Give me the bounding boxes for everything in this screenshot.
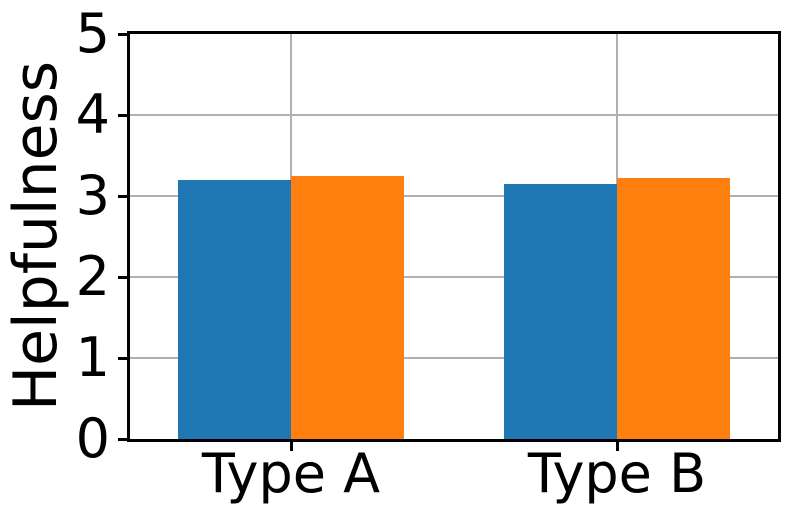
y-tick-label: 1 [75, 326, 110, 389]
x-tick-mark [289, 439, 293, 451]
y-tick-label: 2 [75, 245, 110, 308]
y-tick-mark [118, 194, 127, 198]
y-tick-mark [118, 113, 127, 117]
x-tick-label-type-b: Type B [527, 442, 707, 505]
y-tick-label: 3 [75, 164, 110, 227]
bar-blue-type-b [504, 183, 617, 439]
bar-blue-type-a [178, 179, 291, 439]
grid-line-horizontal [130, 357, 778, 359]
y-tick-mark [118, 437, 127, 441]
grid-line-horizontal [130, 195, 778, 197]
y-tick-label: 5 [75, 2, 110, 65]
bar-orange-type-b [617, 178, 730, 439]
y-tick-label: 4 [75, 83, 110, 146]
y-tick-mark [118, 356, 127, 360]
x-tick-label-type-a: Type A [201, 442, 381, 505]
y-tick-mark [118, 32, 127, 36]
bar-orange-type-a [291, 175, 404, 439]
grid-line-horizontal [130, 114, 778, 116]
y-tick-mark [118, 275, 127, 279]
grid-line-horizontal [130, 276, 778, 278]
y-tick-label: 0 [75, 407, 110, 470]
plot-area [118, 31, 781, 451]
x-tick-mark [615, 439, 619, 451]
